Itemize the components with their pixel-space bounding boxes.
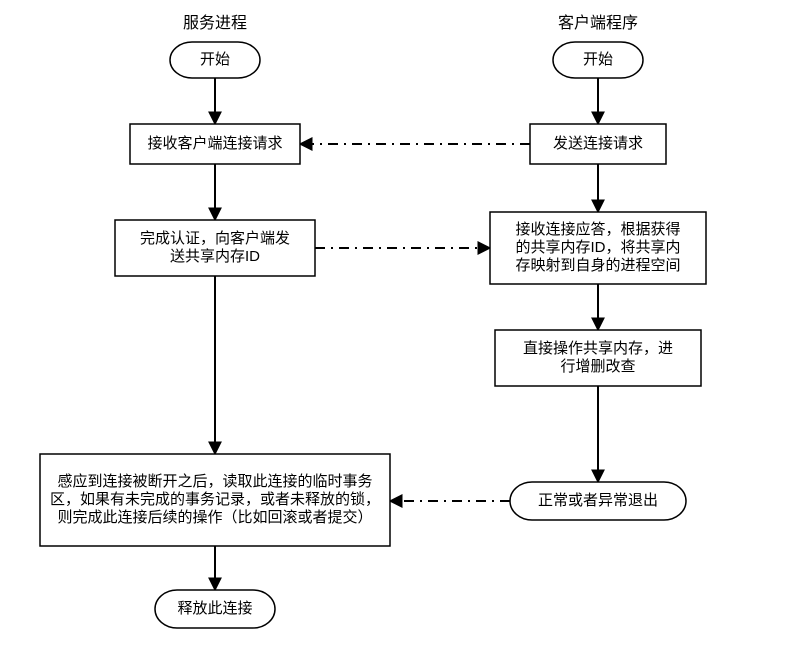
node-label: 释放此连接 [177, 600, 252, 617]
node-c_start: 开始 [553, 42, 643, 78]
node-c_op: 直接操作共享内存，进行增删改查 [495, 330, 701, 386]
node-label: 存映射到自身的进程空间 [515, 257, 680, 274]
node-s_release: 释放此连接 [155, 590, 275, 628]
node-label: 则完成此连接后续的操作（比如回滚或者提交） [57, 508, 372, 526]
node-label: 区，如果有未完成的事务记录，或者未释放的锁， [50, 491, 380, 508]
column-header-client: 客户端程序 [558, 14, 638, 32]
node-label: 的共享内存ID，将共享内 [515, 239, 680, 256]
node-c_recv: 接收连接应答，根据获得的共享内存ID，将共享内存映射到自身的进程空间 [490, 212, 706, 284]
node-s_recv: 接收客户端连接请求 [130, 124, 300, 164]
node-label: 感应到连接被断开之后，读取此连接的临时事务 [57, 472, 372, 490]
node-label: 完成认证，向客户端发 [140, 230, 290, 247]
node-label: 发送连接请求 [553, 135, 643, 152]
node-label: 接收连接应答，根据获得 [515, 220, 680, 238]
node-s_auth: 完成认证，向客户端发送共享内存ID [115, 220, 315, 276]
column-header-server: 服务进程 [183, 14, 247, 32]
node-s_after: 感应到连接被断开之后，读取此连接的临时事务区，如果有未完成的事务记录，或者未释放… [40, 454, 390, 546]
node-label: 开始 [200, 51, 230, 68]
node-label: 正常或者异常退出 [538, 492, 658, 509]
node-c_exit: 正常或者异常退出 [510, 482, 686, 520]
node-label: 送共享内存ID [170, 248, 260, 265]
node-label: 接收客户端连接请求 [147, 135, 282, 152]
node-label: 开始 [583, 51, 613, 68]
node-label: 直接操作共享内存，进 [523, 340, 673, 357]
node-c_send: 发送连接请求 [530, 124, 666, 164]
node-label: 行增删改查 [560, 358, 635, 375]
node-s_start: 开始 [170, 42, 260, 78]
